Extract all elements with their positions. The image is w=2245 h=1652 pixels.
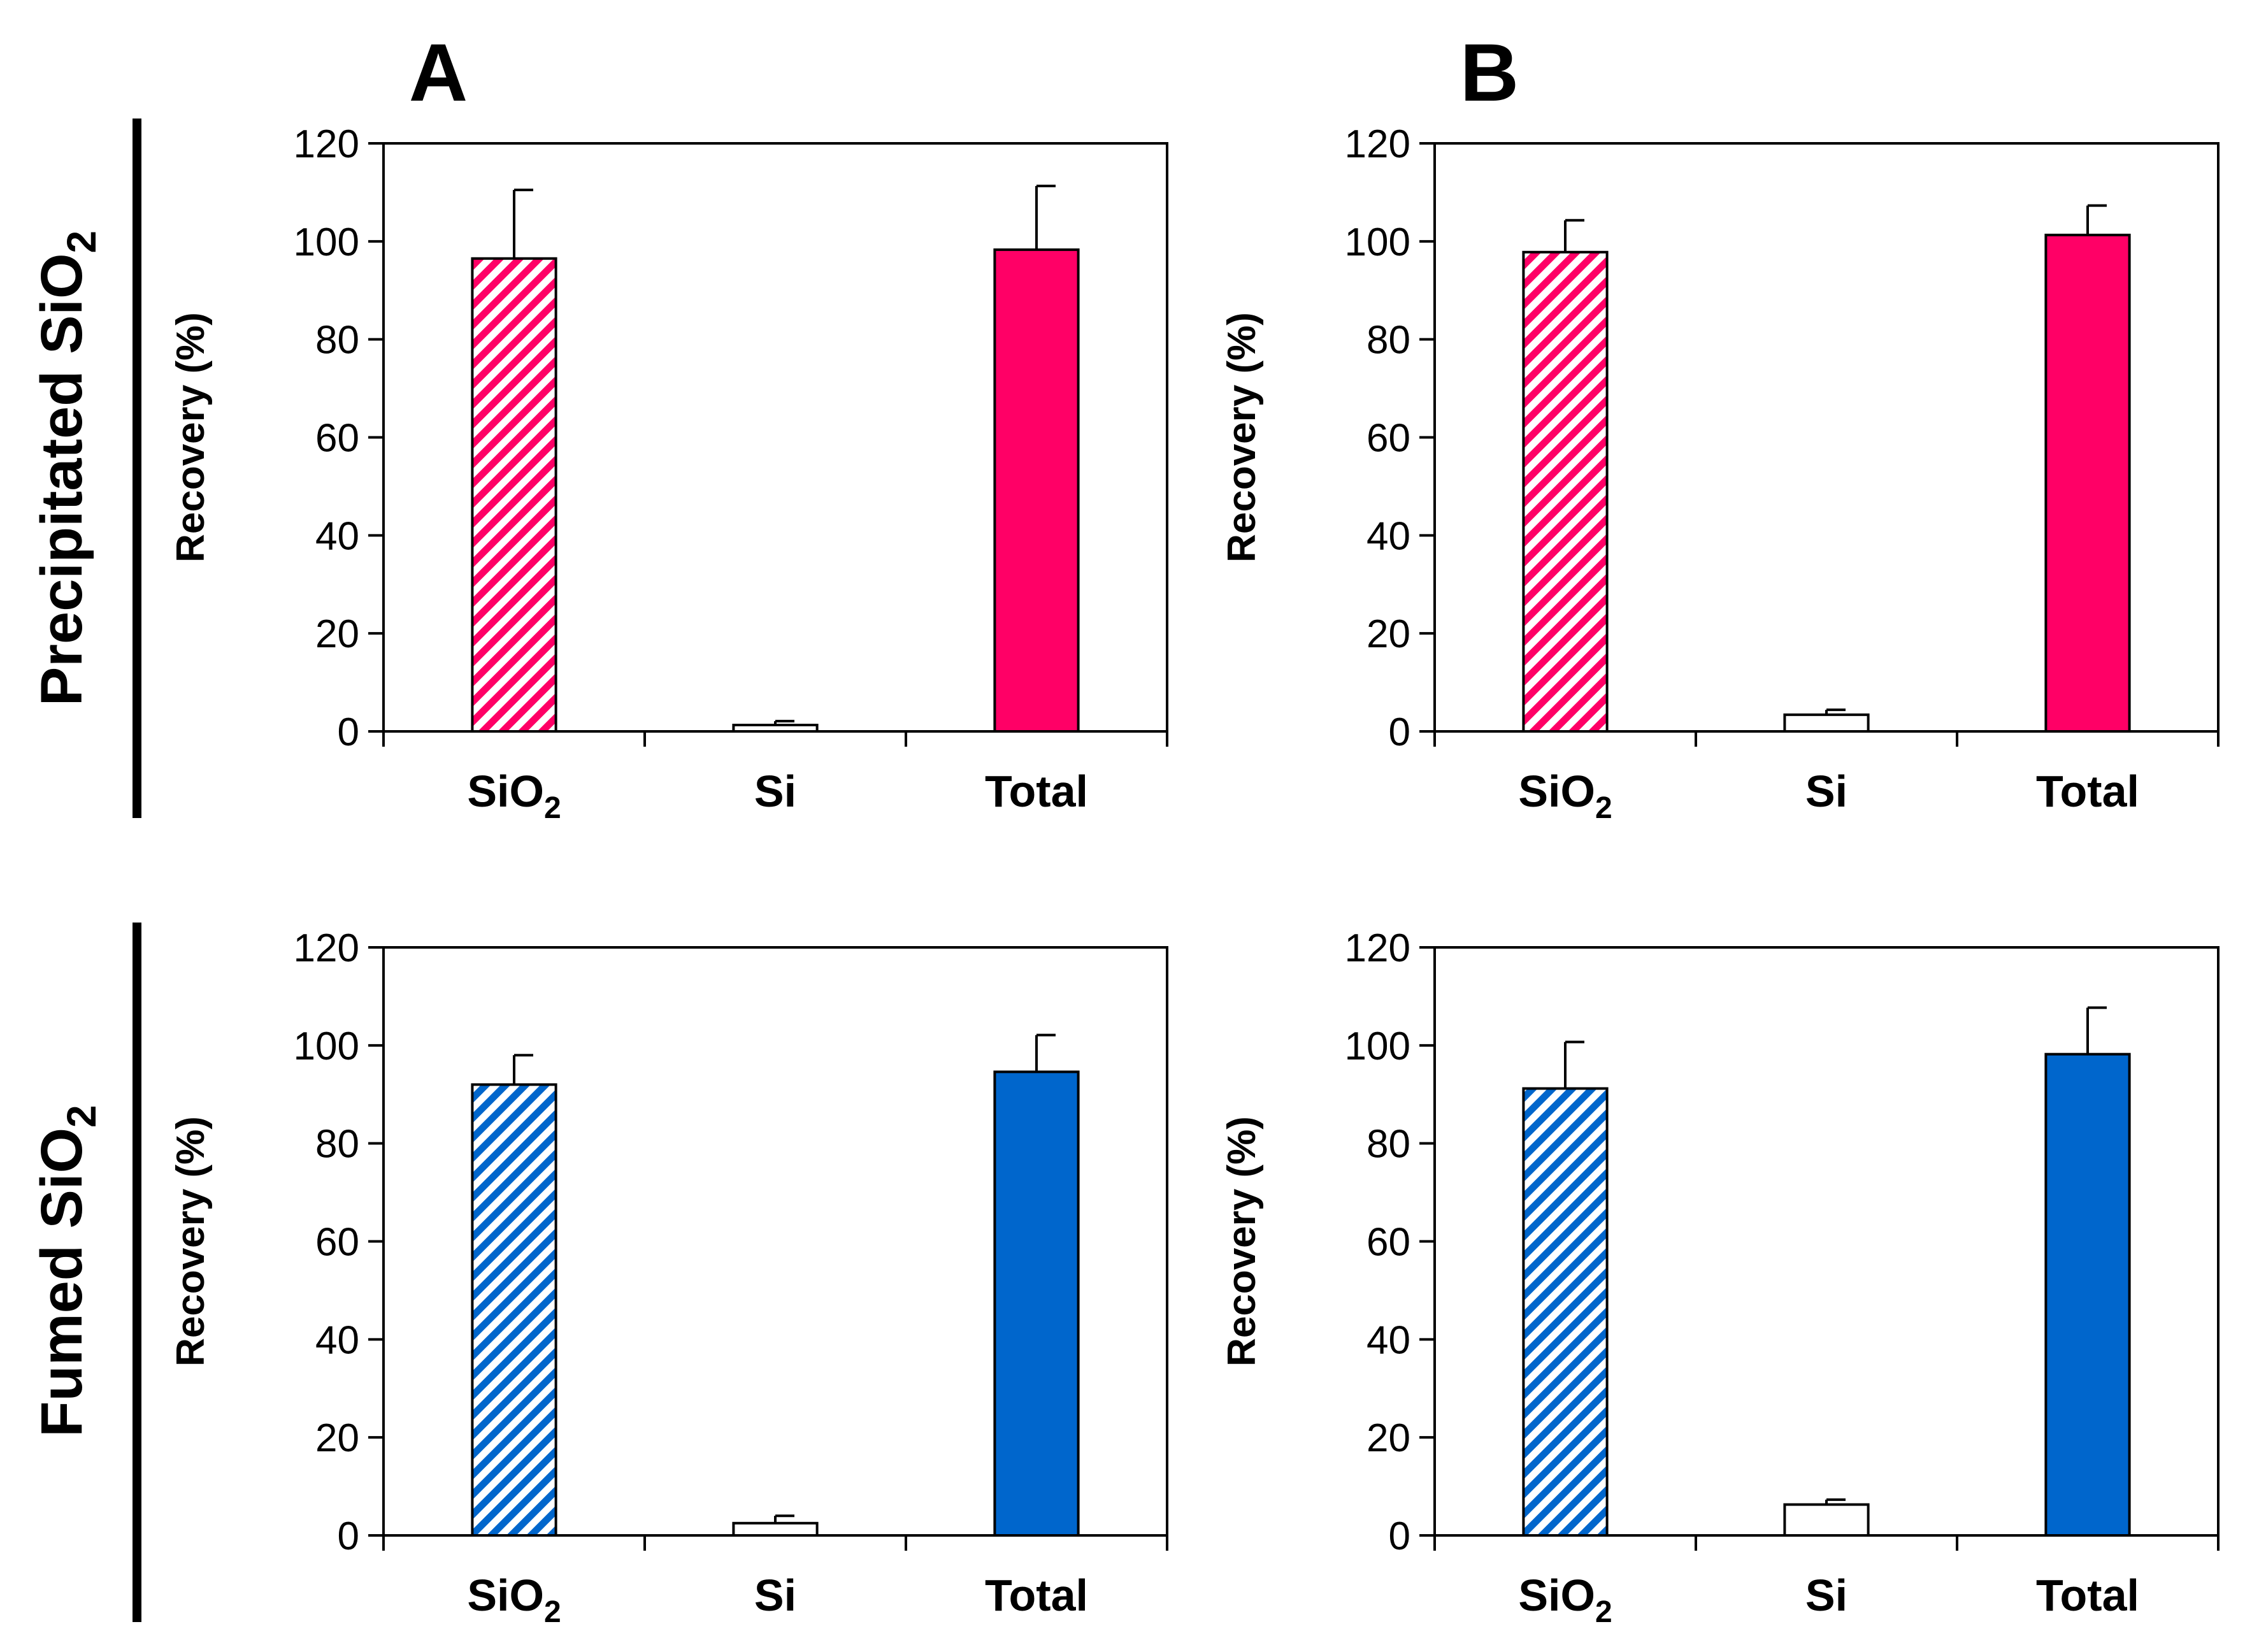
y-tick-label: 100 xyxy=(294,1024,359,1068)
y-tick-label: 20 xyxy=(315,1416,359,1460)
chart-A-fumed: 0 20 40 60 80 100 120 Recovery (%) SiO2 Si Total xyxy=(169,926,1168,1629)
x-category-label: Si xyxy=(754,766,796,816)
bar-total xyxy=(993,1070,1080,1537)
row-separator-fumed xyxy=(133,923,141,1622)
x-category-sub: 2 xyxy=(544,1595,561,1629)
x-category-main: Si xyxy=(754,1570,796,1620)
y-tick-label: 0 xyxy=(338,710,359,754)
x-category-main: Si xyxy=(1805,766,1847,816)
y-tick-label: 20 xyxy=(1366,1416,1410,1460)
x-category-main: SiO xyxy=(467,766,544,816)
x-category-main: Total xyxy=(2036,766,2139,816)
x-category-main: Total xyxy=(985,1570,1088,1620)
row-label-fumed: Fumed SiO2 xyxy=(29,1105,104,1437)
y-tick-label: 80 xyxy=(1366,1123,1410,1167)
y-tick-label: 0 xyxy=(1389,1514,1410,1558)
x-category-label: SiO2 xyxy=(467,1570,561,1629)
x-category-label: Total xyxy=(2036,1570,2139,1620)
bar-si xyxy=(732,1521,819,1537)
bar-si xyxy=(1783,1503,1870,1537)
y-tick-label: 80 xyxy=(1366,319,1410,363)
y-tick-label: 40 xyxy=(315,514,359,558)
x-category-sub: 2 xyxy=(1595,1595,1612,1629)
y-tick-label: 120 xyxy=(1345,122,1410,166)
x-category-label: Total xyxy=(985,1570,1088,1620)
x-category-label: SiO2 xyxy=(1518,766,1612,825)
y-axis-label: Recovery (%) xyxy=(1220,312,1264,563)
y-tick-label: 20 xyxy=(315,612,359,656)
bar-sio2 xyxy=(1522,1087,1609,1537)
x-category-label: SiO2 xyxy=(467,766,561,825)
panel-letter-a: A xyxy=(409,27,468,119)
y-tick-label: 20 xyxy=(1366,612,1410,656)
y-axis-label: Recovery (%) xyxy=(169,312,213,563)
row-label-precipitated-main: Precipitated SiO xyxy=(29,253,94,706)
row-label-precipitated: Precipitated SiO2 xyxy=(29,231,104,706)
y-tick-label: 80 xyxy=(315,319,359,363)
x-category-main: Si xyxy=(1805,1570,1847,1620)
y-tick-label: 40 xyxy=(1366,514,1410,558)
x-category-label: Si xyxy=(1805,766,1847,816)
row-label-fumed-main: Fumed SiO xyxy=(29,1128,94,1437)
bar-total xyxy=(993,248,1080,733)
y-tick-label: 100 xyxy=(294,220,359,264)
bar-si xyxy=(1783,713,1870,733)
y-tick-label: 120 xyxy=(294,926,359,970)
x-category-main: Total xyxy=(2036,1570,2139,1620)
y-tick-label: 100 xyxy=(1345,220,1410,264)
bar-total xyxy=(2044,1052,2131,1537)
x-category-main: SiO xyxy=(1518,766,1595,816)
y-axis-label: Recovery (%) xyxy=(169,1116,213,1367)
y-tick-label: 60 xyxy=(1366,1221,1410,1265)
bar-sio2 xyxy=(1522,250,1609,733)
x-category-sub: 2 xyxy=(544,791,561,825)
x-category-main: SiO xyxy=(1518,1570,1595,1620)
x-category-label: Total xyxy=(985,766,1088,816)
y-tick-label: 60 xyxy=(315,417,359,461)
y-tick-label: 100 xyxy=(1345,1024,1410,1068)
x-category-main: Si xyxy=(754,766,796,816)
x-category-label: Si xyxy=(754,1570,796,1620)
row-separator-precipitated xyxy=(133,119,141,818)
y-tick-label: 120 xyxy=(1345,926,1410,970)
row-label-precipitated-sub: 2 xyxy=(59,231,104,254)
row-label-fumed-sub: 2 xyxy=(59,1105,104,1128)
y-tick-label: 40 xyxy=(1366,1318,1410,1362)
bar-sio2 xyxy=(471,1083,557,1537)
x-category-sub: 2 xyxy=(1595,791,1612,825)
x-category-main: Total xyxy=(985,766,1088,816)
chart-B-fumed: 0 20 40 60 80 100 120 Recovery (%) SiO2 Si Total xyxy=(1220,926,2220,1629)
chart-B-precipitated: 0 20 40 60 80 100 120 Recovery (%) SiO2 Si Total xyxy=(1220,122,2220,825)
y-tick-label: 0 xyxy=(1389,710,1410,754)
y-tick-label: 40 xyxy=(315,1318,359,1362)
x-category-label: SiO2 xyxy=(1518,1570,1612,1629)
y-axis-label: Recovery (%) xyxy=(1220,1116,1264,1367)
x-category-main: SiO xyxy=(467,1570,544,1620)
y-tick-label: 60 xyxy=(1366,417,1410,461)
x-category-label: Total xyxy=(2036,766,2139,816)
y-tick-label: 80 xyxy=(315,1123,359,1167)
bar-sio2 xyxy=(471,257,557,733)
x-category-label: Si xyxy=(1805,1570,1847,1620)
bar-si xyxy=(732,724,819,733)
y-tick-label: 120 xyxy=(294,122,359,166)
panel-letter-b: B xyxy=(1460,27,1519,119)
y-tick-label: 0 xyxy=(338,1514,359,1558)
bar-total xyxy=(2044,233,2131,733)
y-tick-label: 60 xyxy=(315,1221,359,1265)
chart-A-precipitated: 0 20 40 60 80 100 120 Recovery (%) SiO2 Si Total xyxy=(169,122,1168,825)
